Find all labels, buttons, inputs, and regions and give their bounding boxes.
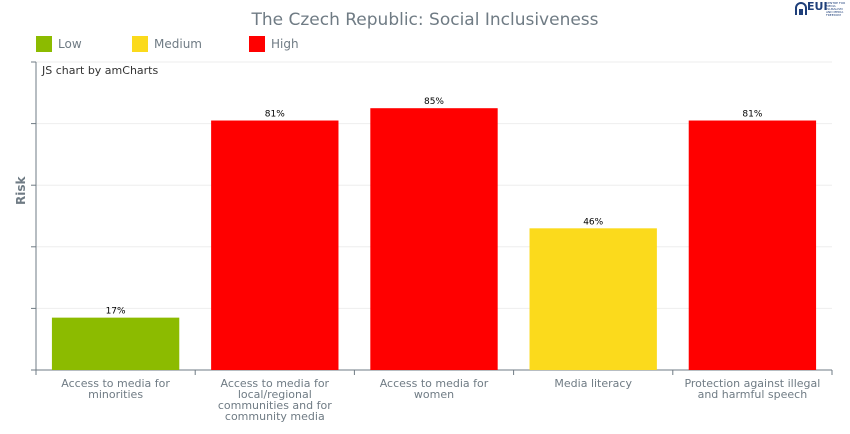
chart-title: The Czech Republic: Social Inclusiveness [251,10,599,30]
x-axis-tick-label: Media literacy [554,377,632,390]
bar [370,108,498,370]
logo-mark: EUI [807,0,828,13]
legend-swatch-low [36,36,52,52]
legend-label-medium: Medium [154,37,202,51]
legend-swatch-medium [132,36,148,52]
bar-value-label: 81% [265,110,285,120]
bar-value-label: 17% [106,307,126,317]
eui-logo-icon [795,2,807,15]
x-axis-tick-label: Protection against illegal and harmful s… [684,377,821,401]
bar [211,120,339,371]
legend-swatch-high [249,36,265,52]
bar-value-label: 81% [742,110,762,120]
amcharts-credit-link[interactable]: JS chart by amCharts [42,64,159,77]
bar [688,120,817,371]
bar [529,228,657,370]
x-axis-tick-label: Access to media for minorities [61,377,170,401]
logo-small-text: CENTRE FOR MEDIA PLURALISM AND MEDIA FRE… [826,1,846,17]
bar-value-label: 46% [583,217,603,227]
bar [51,317,180,370]
legend-label-high: High [271,37,299,51]
legend-label-low: Low [58,37,82,51]
x-axis-tick-label: Access to media for local/regional commu… [217,377,332,423]
bar-value-label: 85% [424,97,444,107]
x-axis-tick-label: Access to media for women [379,377,489,401]
